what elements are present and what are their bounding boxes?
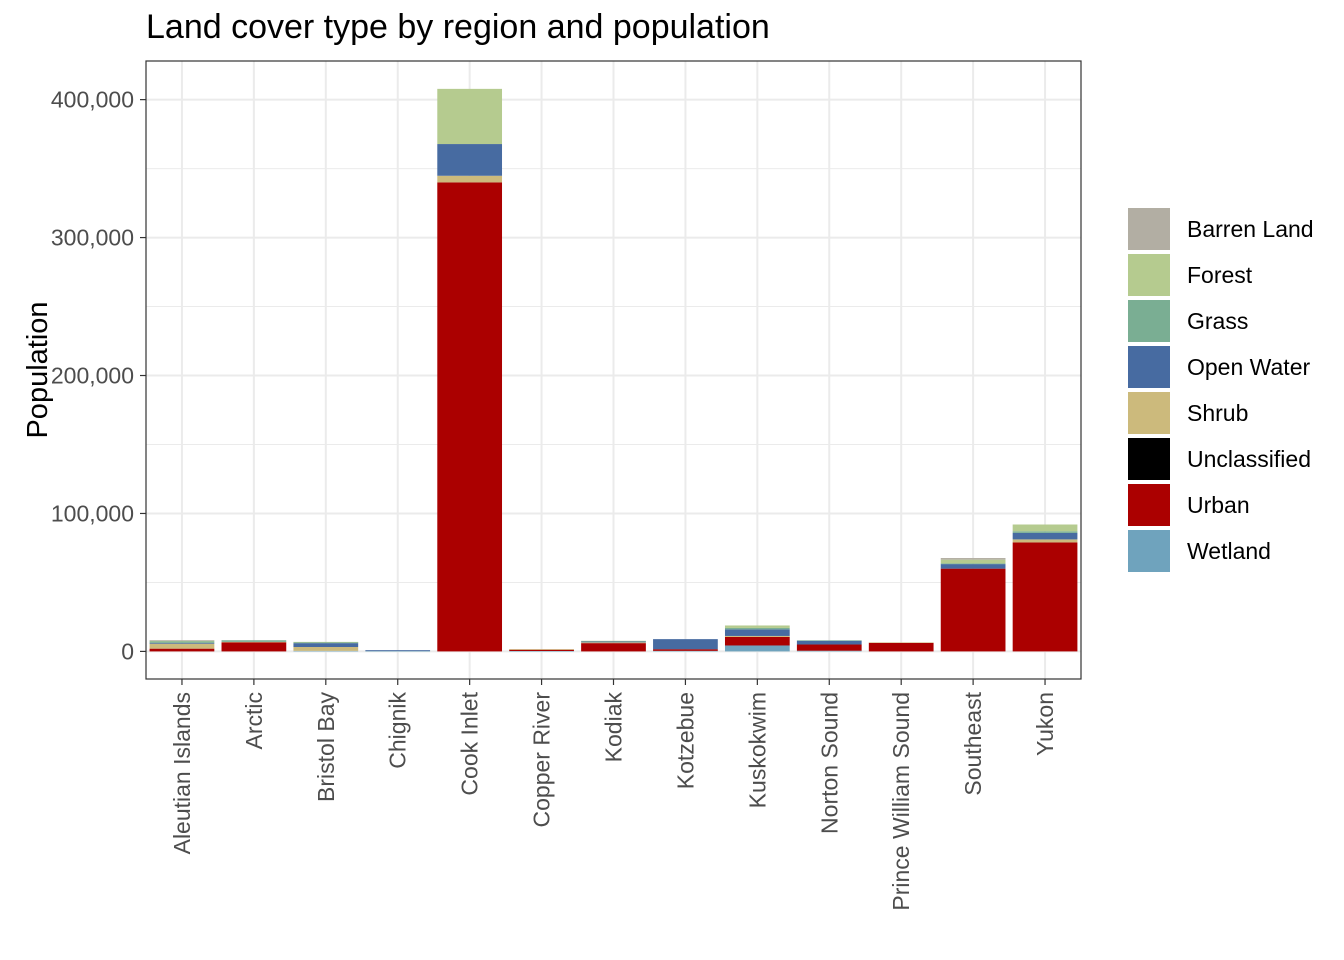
bar-segment xyxy=(149,640,215,641)
bar-segment xyxy=(724,636,790,646)
bar-segment xyxy=(581,642,646,644)
bar-segment xyxy=(509,649,574,651)
bar-segment xyxy=(293,642,359,644)
y-tick-label: 100,000 xyxy=(51,500,134,526)
x-tick-label: Prince William Sound xyxy=(888,692,914,911)
legend-label: Barren Land xyxy=(1187,216,1314,242)
y-tick-label: 200,000 xyxy=(51,363,134,389)
bar-segment xyxy=(149,640,215,642)
bar-segment xyxy=(509,650,574,652)
bar-segment xyxy=(868,642,934,643)
chart-title: Land cover type by region and population xyxy=(146,8,770,46)
legend-label: Shrub xyxy=(1187,400,1248,426)
legend-key xyxy=(1128,530,1170,572)
bar-segment xyxy=(940,559,1006,564)
bar-segment xyxy=(365,650,431,651)
bar-segment xyxy=(940,563,1006,565)
y-tick-label: 300,000 xyxy=(51,225,134,251)
x-tick-label: Kotzebue xyxy=(672,692,698,789)
bar-segment xyxy=(653,649,718,651)
x-tick-label: Yukon xyxy=(1032,692,1058,756)
bar-segment xyxy=(293,643,359,647)
bar-segment xyxy=(437,175,503,183)
bar-segment xyxy=(796,644,862,651)
x-tick-label: Copper River xyxy=(529,692,555,828)
bar-segment xyxy=(940,564,1006,569)
legend-label: Wetland xyxy=(1187,538,1271,564)
bar-segment xyxy=(221,641,287,643)
bar-segment xyxy=(365,650,431,652)
bar-segment xyxy=(293,641,359,643)
bar-segment xyxy=(293,650,359,652)
bar-segment xyxy=(581,643,646,652)
y-tick-label: 400,000 xyxy=(51,87,134,113)
bar-segment xyxy=(724,629,790,636)
bar-segment xyxy=(1012,542,1078,652)
bar-segment xyxy=(581,640,646,642)
legend-key xyxy=(1128,254,1170,296)
bar-segment xyxy=(1012,524,1078,532)
bar-segment xyxy=(221,640,287,642)
legend-label: Urban xyxy=(1187,492,1250,518)
y-axis: 0 100,000 200,000 300,000 400,000 xyxy=(51,87,146,664)
bar-segment xyxy=(149,648,215,652)
x-tick-label: Arctic xyxy=(241,692,267,750)
x-tick-label: Kuskokwim xyxy=(744,692,770,808)
legend-label: Unclassified xyxy=(1187,446,1311,472)
legend-key xyxy=(1128,484,1170,526)
x-tick-label: Cook Inlet xyxy=(457,691,483,795)
bar-segment xyxy=(724,625,790,628)
x-tick-label: Norton Sound xyxy=(816,692,842,834)
legend-label: Open Water xyxy=(1187,354,1310,380)
x-tick-label: Bristol Bay xyxy=(313,692,339,802)
legend-label: Grass xyxy=(1187,308,1248,334)
bar-segment xyxy=(1012,531,1078,533)
bar-segment xyxy=(940,568,1006,652)
legend-key xyxy=(1128,346,1170,388)
x-tick-label: Southeast xyxy=(960,691,986,795)
legend-key xyxy=(1128,392,1170,434)
bar-segment xyxy=(437,88,503,145)
bars xyxy=(149,88,1078,652)
bar-segment xyxy=(868,642,934,652)
legend-key xyxy=(1128,300,1170,342)
x-tick-label: Chignik xyxy=(385,692,411,769)
x-tick-label: Kodiak xyxy=(601,692,627,763)
legend: Barren Land Forest Grass Open Water Shrub Unc… xyxy=(1128,208,1314,572)
bar-segment xyxy=(437,144,503,176)
bar-segment xyxy=(1012,539,1078,543)
bar-segment xyxy=(149,643,215,649)
x-axis: Aleutian Islands Arctic Bristol Bay Chignik… xyxy=(169,679,1058,911)
bar-segment xyxy=(796,640,862,645)
bar-segment xyxy=(796,640,862,641)
legend-key xyxy=(1128,438,1170,480)
bar-segment xyxy=(724,645,790,652)
bar-segment xyxy=(509,649,574,650)
bar-segment xyxy=(437,182,503,652)
legend-key xyxy=(1128,208,1170,250)
bar-segment xyxy=(724,627,790,630)
y-tick-label: 0 xyxy=(121,638,134,664)
y-axis-title: Population xyxy=(22,301,54,438)
bar-segment xyxy=(940,558,1006,560)
bar-segment xyxy=(149,641,215,643)
bar-segment xyxy=(293,646,359,651)
bar-segment xyxy=(581,641,646,642)
bar-segment xyxy=(653,650,718,652)
x-tick-label: Aleutian Islands xyxy=(169,692,195,854)
legend-label: Forest xyxy=(1187,262,1253,288)
bar-segment xyxy=(653,639,718,650)
bar-segment xyxy=(221,642,287,652)
bar-segment xyxy=(796,650,862,652)
bar-segment xyxy=(1012,532,1078,540)
bar-segment xyxy=(581,641,646,643)
bar-segment xyxy=(724,635,790,637)
bar-segment xyxy=(149,642,215,644)
